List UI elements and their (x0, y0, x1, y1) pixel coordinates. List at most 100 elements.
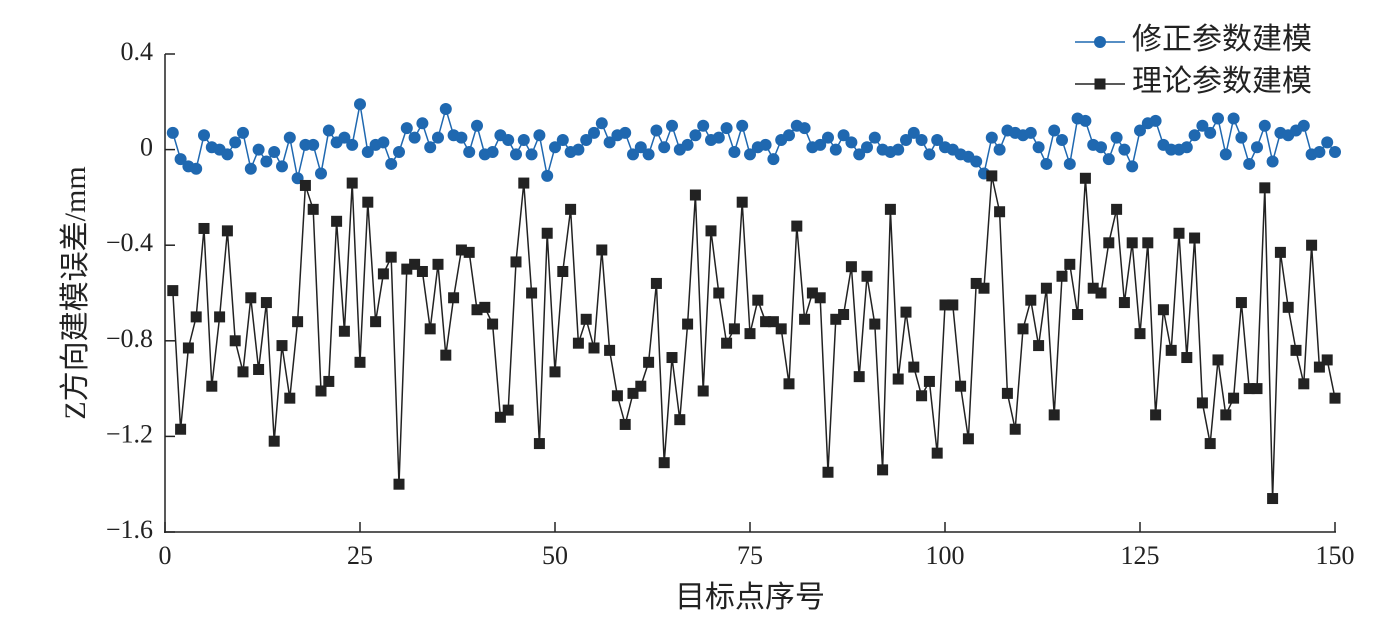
point (1024, 126, 1037, 139)
point (377, 268, 389, 280)
point (767, 316, 779, 328)
point (1017, 323, 1029, 335)
point (837, 129, 850, 142)
point (1072, 309, 1084, 321)
point (1220, 409, 1232, 421)
point (728, 145, 741, 158)
point (253, 363, 265, 375)
point (861, 270, 873, 282)
point (572, 337, 584, 349)
point (993, 143, 1006, 156)
point (1048, 409, 1060, 421)
point (1079, 114, 1092, 127)
point (510, 256, 522, 268)
point (455, 131, 468, 144)
point (923, 148, 936, 161)
point (385, 251, 397, 263)
point (635, 380, 647, 392)
point (268, 145, 281, 158)
point (1095, 287, 1107, 299)
point (713, 287, 725, 299)
point (502, 134, 515, 147)
point (744, 328, 756, 340)
point (634, 141, 647, 154)
point (463, 145, 476, 158)
point (1266, 155, 1279, 168)
point (752, 294, 764, 306)
point (1032, 141, 1045, 154)
point (323, 375, 335, 387)
point (650, 277, 662, 289)
point (408, 131, 421, 144)
point (1235, 131, 1248, 144)
point (1118, 297, 1130, 309)
legend-label: 修正参数建模 (1132, 23, 1312, 56)
point (861, 141, 873, 154)
point (276, 340, 288, 352)
point (1251, 383, 1263, 395)
point (689, 189, 701, 201)
point (697, 119, 710, 132)
point (884, 203, 896, 215)
point (775, 323, 787, 335)
point (829, 143, 842, 156)
point (244, 162, 257, 175)
point (526, 287, 538, 299)
point (479, 301, 491, 313)
point (471, 304, 483, 316)
point (487, 318, 499, 330)
point (877, 464, 889, 476)
x-tick-label: 100 (926, 541, 965, 570)
point (237, 126, 249, 139)
point (354, 98, 366, 111)
point (1056, 270, 1068, 282)
point (174, 153, 187, 166)
point (588, 342, 600, 354)
point (494, 411, 506, 423)
point (767, 153, 780, 166)
point (1243, 383, 1255, 395)
y-axis-label: Z方向建模误差/mm (59, 166, 92, 419)
point (791, 220, 803, 232)
point (237, 366, 249, 378)
point (1095, 141, 1107, 154)
point (533, 438, 545, 450)
point (720, 122, 733, 135)
point (541, 169, 554, 182)
point (830, 313, 842, 325)
point (595, 117, 608, 130)
point (1056, 134, 1068, 147)
point (1102, 153, 1115, 166)
point (892, 373, 904, 385)
point (502, 404, 514, 416)
point (1033, 340, 1045, 352)
y-tick-label: −1.6 (106, 515, 153, 544)
point (1196, 397, 1208, 409)
point (517, 134, 530, 147)
point (799, 313, 811, 325)
point (666, 119, 678, 132)
point (190, 162, 203, 175)
point (1118, 143, 1131, 156)
point (908, 361, 920, 373)
point (331, 215, 343, 227)
point (1111, 203, 1123, 215)
point (416, 117, 429, 130)
point (619, 126, 632, 139)
point (1329, 392, 1341, 404)
x-tick-label: 25 (347, 541, 373, 570)
point (221, 148, 234, 161)
point (994, 206, 1006, 218)
point (650, 124, 663, 137)
x-tick-label: 125 (1121, 541, 1160, 570)
x-axis-label: 目标点序号 (675, 581, 825, 614)
point (1126, 237, 1138, 249)
y-tick-label: −0.4 (106, 228, 153, 257)
point (439, 102, 452, 115)
point (588, 126, 600, 139)
point (1134, 328, 1146, 340)
point (1188, 129, 1201, 142)
point (915, 134, 928, 147)
point (868, 131, 881, 144)
point (284, 392, 296, 404)
